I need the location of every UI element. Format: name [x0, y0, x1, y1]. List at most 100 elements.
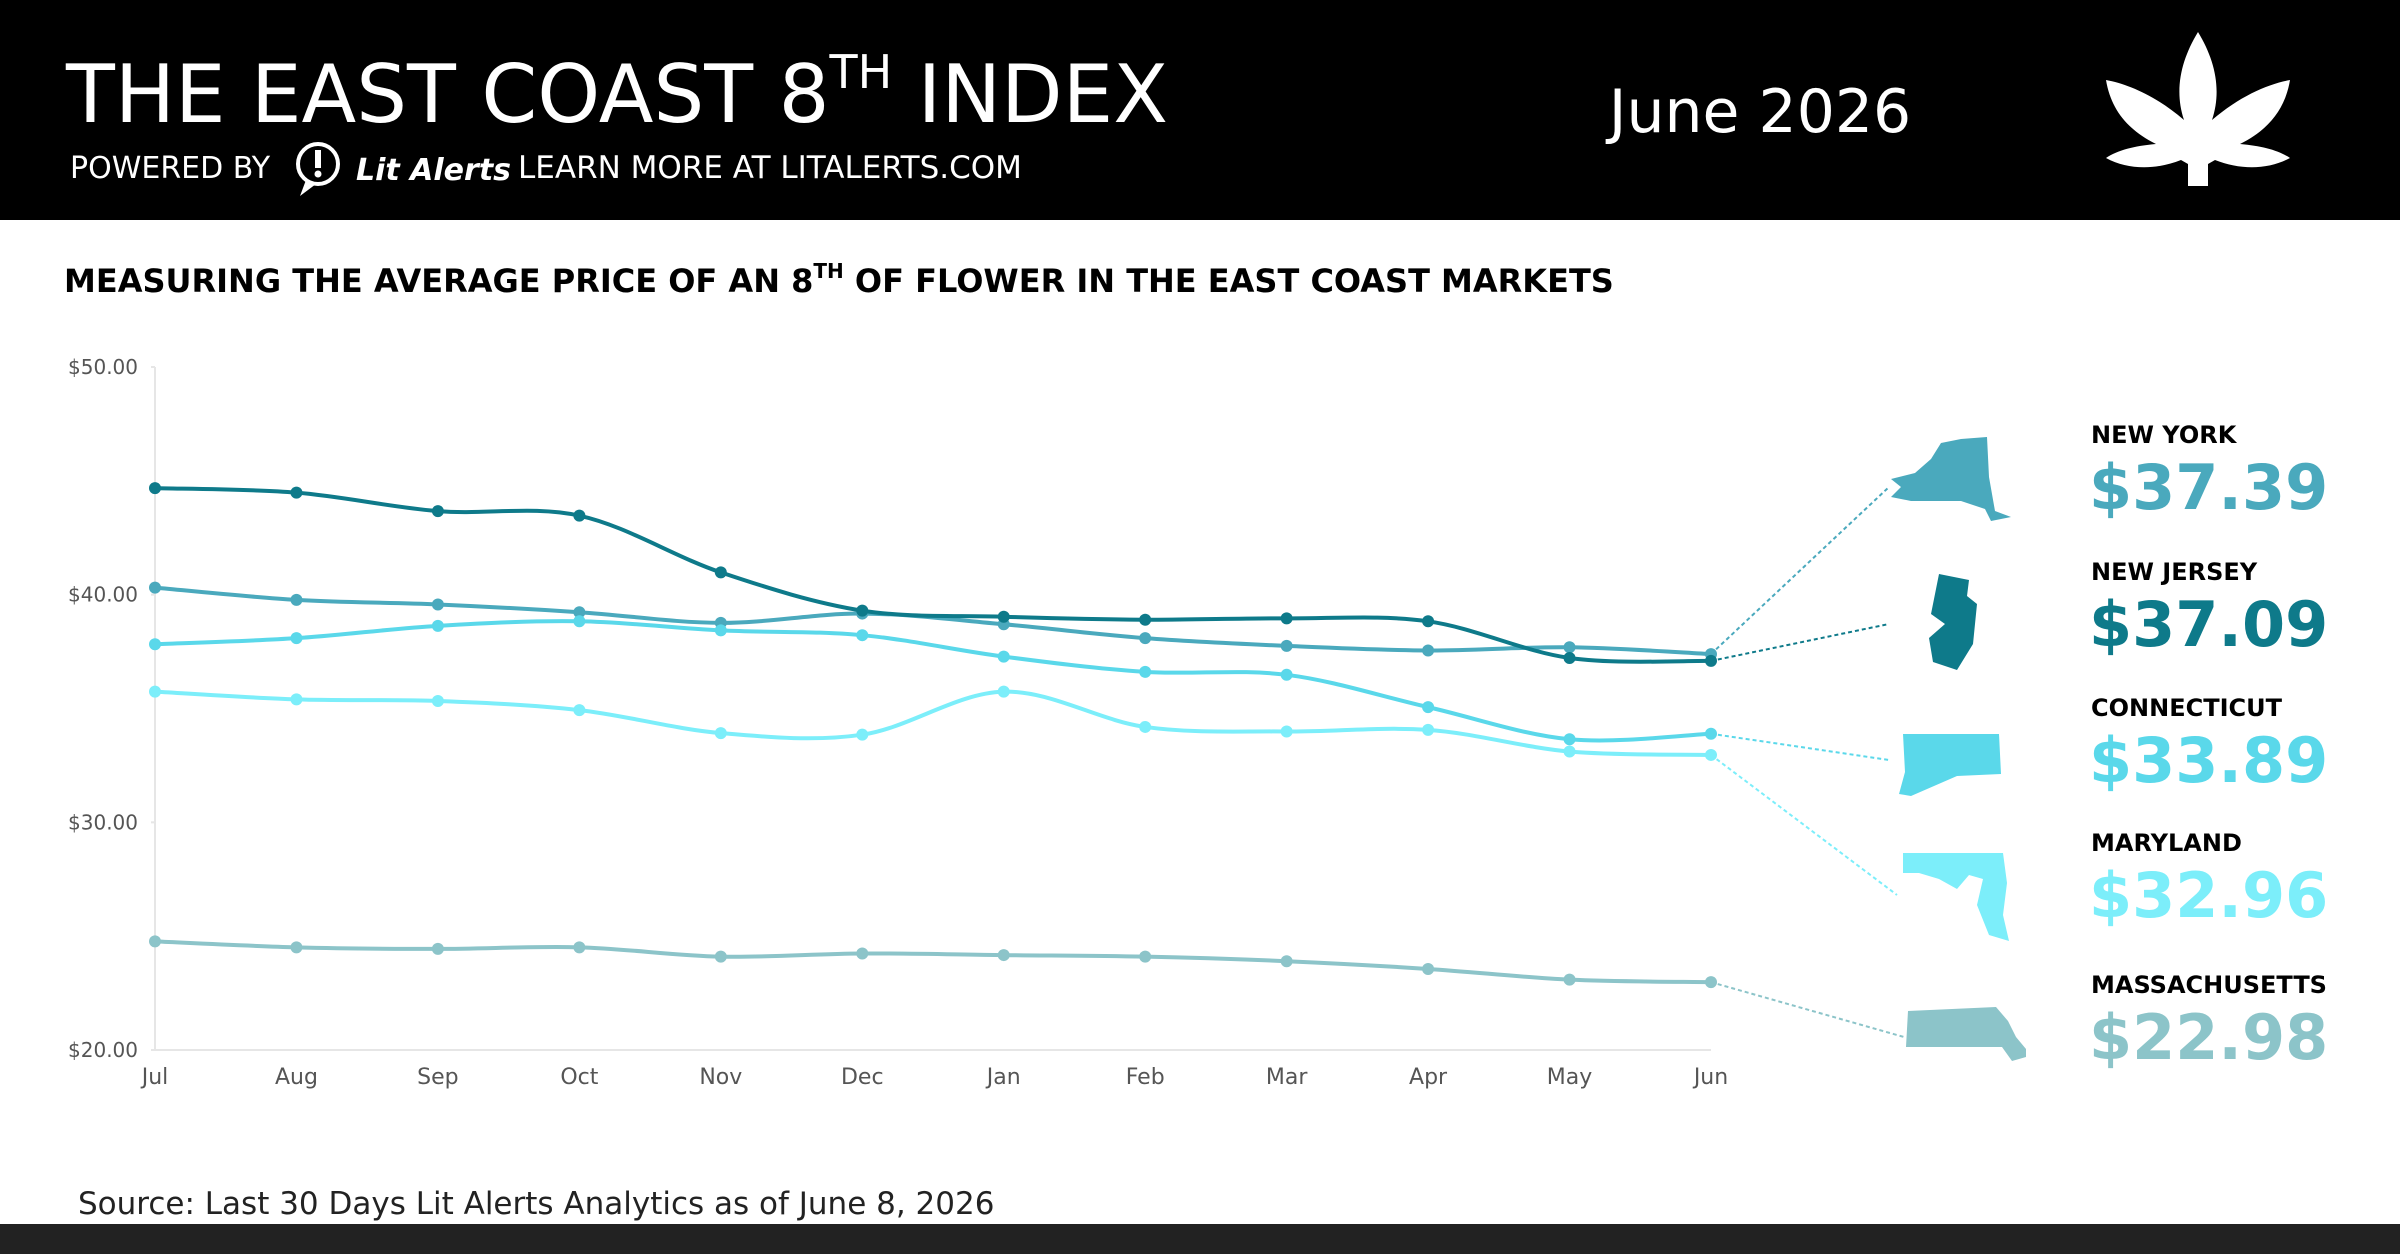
legend-name: NEW YORK [2091, 421, 2238, 449]
chart-title-end: OF FLOWER IN THE EAST COAST MARKETS [844, 262, 1614, 300]
chart-title-text: MEASURING THE AVERAGE PRICE OF AN 8 [64, 262, 813, 300]
state-shape [1891, 437, 2011, 521]
data-point [1563, 973, 1576, 986]
footer-band [0, 1224, 2400, 1254]
data-point [1563, 733, 1576, 746]
data-point [1139, 950, 1152, 963]
state-shape [1929, 574, 1977, 670]
data-point [856, 629, 869, 642]
header-band [0, 0, 2400, 220]
data-point [573, 704, 586, 717]
data-point [1280, 668, 1293, 681]
data-point [997, 685, 1010, 698]
x-tick-label: Oct [560, 1065, 598, 1090]
data-point [149, 638, 161, 651]
page-title: THE EAST COAST 8TH INDEX [65, 45, 1168, 141]
data-point [431, 942, 444, 955]
series-line [154, 486, 1712, 664]
legend-name: NEW JERSEY [2091, 558, 2258, 586]
series-line [154, 689, 1712, 757]
data-point [573, 509, 586, 522]
data-point [1280, 725, 1293, 738]
legend-name: CONNECTICUT [2091, 694, 2283, 722]
data-point [431, 619, 444, 632]
x-tick-label: Feb [1126, 1065, 1165, 1090]
data-point [714, 950, 727, 963]
x-tick-label: Sep [417, 1065, 458, 1090]
x-tick-label: Dec [841, 1065, 884, 1090]
y-tick-label: $20.00 [68, 1038, 138, 1062]
data-point [1139, 632, 1152, 645]
data-point [1422, 723, 1435, 736]
connector [1710, 981, 1905, 1038]
state-shape [1903, 853, 2009, 941]
powered-by: POWERED BY [70, 151, 271, 186]
value-label: $22.98 [2089, 1001, 2328, 1074]
data-point [1422, 615, 1435, 628]
data-point [997, 610, 1010, 623]
title-sup: TH [828, 45, 892, 99]
data-point [1563, 641, 1576, 654]
value-label: $37.09 [2089, 588, 2328, 661]
data-point [431, 694, 444, 707]
brand-name: Lit Alerts [356, 153, 511, 188]
value-label: $33.89 [2089, 724, 2328, 797]
data-point [856, 947, 869, 960]
x-tick-label: Nov [699, 1065, 742, 1090]
data-point [573, 941, 586, 954]
x-tick-label: Jun [1692, 1065, 1728, 1090]
learn-more: LEARN MORE AT LITALERTS.COM [518, 150, 1022, 186]
data-point [290, 632, 303, 645]
brand-logo [296, 142, 340, 196]
value-label: $37.39 [2089, 451, 2328, 524]
x-tick-label: May [1547, 1065, 1592, 1090]
connector [1710, 754, 1898, 896]
data-point [573, 606, 586, 619]
data-point [1139, 665, 1152, 678]
title-end: INDEX [892, 48, 1168, 141]
data-point [856, 604, 869, 617]
x-tick-label: Apr [1409, 1065, 1448, 1090]
data-point [149, 482, 161, 495]
data-point [1139, 720, 1152, 733]
leaf-icon [2106, 32, 2290, 186]
data-point [149, 685, 161, 698]
source-note: Source: Last 30 Days Lit Alerts Analytic… [78, 1186, 994, 1222]
report-date: June 2026 [1605, 77, 1911, 147]
data-point [431, 505, 444, 518]
connector [1710, 486, 1890, 655]
state-shape [1899, 734, 2001, 796]
x-tick-label: Jul [140, 1065, 169, 1090]
data-point [290, 693, 303, 706]
y-tick-label: $30.00 [68, 810, 138, 834]
data-point [1280, 639, 1293, 652]
state-shape [1906, 1007, 2026, 1061]
y-tick-label: $50.00 [68, 355, 138, 379]
data-point [1280, 612, 1293, 625]
title-text: THE EAST COAST 8 [65, 48, 829, 141]
data-point [997, 949, 1010, 962]
x-tick-label: Mar [1266, 1065, 1308, 1090]
data-point [431, 598, 444, 611]
x-tick-label: Jan [985, 1065, 1021, 1090]
data-point [149, 935, 161, 948]
data-point [997, 650, 1010, 663]
data-point [149, 581, 161, 594]
chart-title-sup: TH [813, 259, 843, 283]
x-tick-label: Aug [275, 1065, 318, 1090]
y-tick-label: $40.00 [68, 583, 138, 607]
data-point [290, 486, 303, 499]
data-point [714, 727, 727, 740]
chart-title: MEASURING THE AVERAGE PRICE OF AN 8TH OF… [64, 259, 1614, 300]
data-point [856, 728, 869, 741]
data-point [573, 615, 586, 628]
legend-name: MARYLAND [2091, 829, 2242, 857]
data-point [290, 941, 303, 954]
legend-name: MASSACHUSETTS [2091, 971, 2327, 999]
data-point [290, 593, 303, 606]
connector [1710, 623, 1890, 662]
data-point [1280, 955, 1293, 968]
data-point [714, 566, 727, 579]
